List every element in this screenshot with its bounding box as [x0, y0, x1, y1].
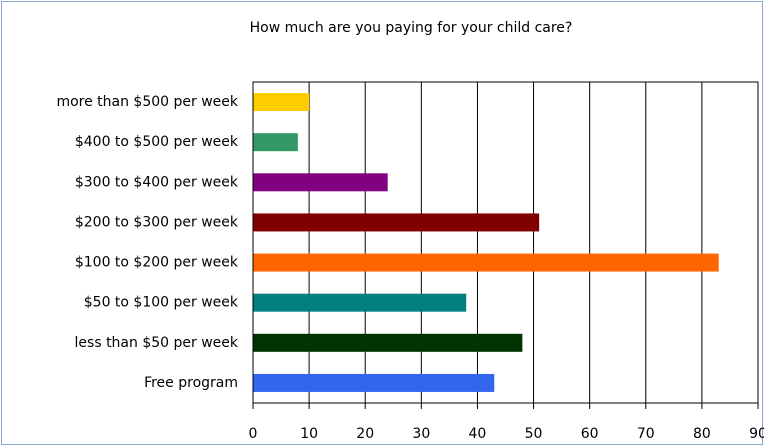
x-tick-label: 30 — [412, 426, 430, 442]
x-tick-label: 60 — [581, 426, 599, 442]
bar — [253, 373, 495, 392]
x-tick-label: 50 — [525, 426, 543, 442]
y-tick-label: $100 to $200 per week — [75, 255, 239, 271]
plot-area — [252, 81, 759, 404]
y-tick-label: more than $500 per week — [56, 94, 238, 110]
bar — [253, 333, 523, 352]
y-tick-label: $50 to $100 per week — [84, 295, 239, 311]
x-tick-label: 70 — [637, 426, 655, 442]
y-tick-label: $200 to $300 per week — [75, 214, 239, 230]
bar — [253, 253, 719, 272]
x-tick-label: 80 — [693, 426, 711, 442]
bar — [253, 293, 467, 312]
y-tick-label: Free program — [144, 375, 238, 391]
x-tick-label: 90 — [749, 426, 764, 442]
bar — [253, 93, 310, 112]
x-tick-label: 20 — [356, 426, 374, 442]
y-tick-label: less than $50 per week — [75, 335, 239, 351]
chart-title: How much are you paying for your child c… — [250, 20, 573, 36]
bar — [253, 213, 540, 232]
x-tick-label: 0 — [249, 426, 258, 442]
y-tick-label: $400 to $500 per week — [75, 134, 239, 150]
x-tick-label: 10 — [300, 426, 318, 442]
y-tick-label: $300 to $400 per week — [75, 174, 239, 190]
x-tick-label: 40 — [469, 426, 487, 442]
bar — [253, 133, 298, 152]
bar — [253, 173, 388, 192]
